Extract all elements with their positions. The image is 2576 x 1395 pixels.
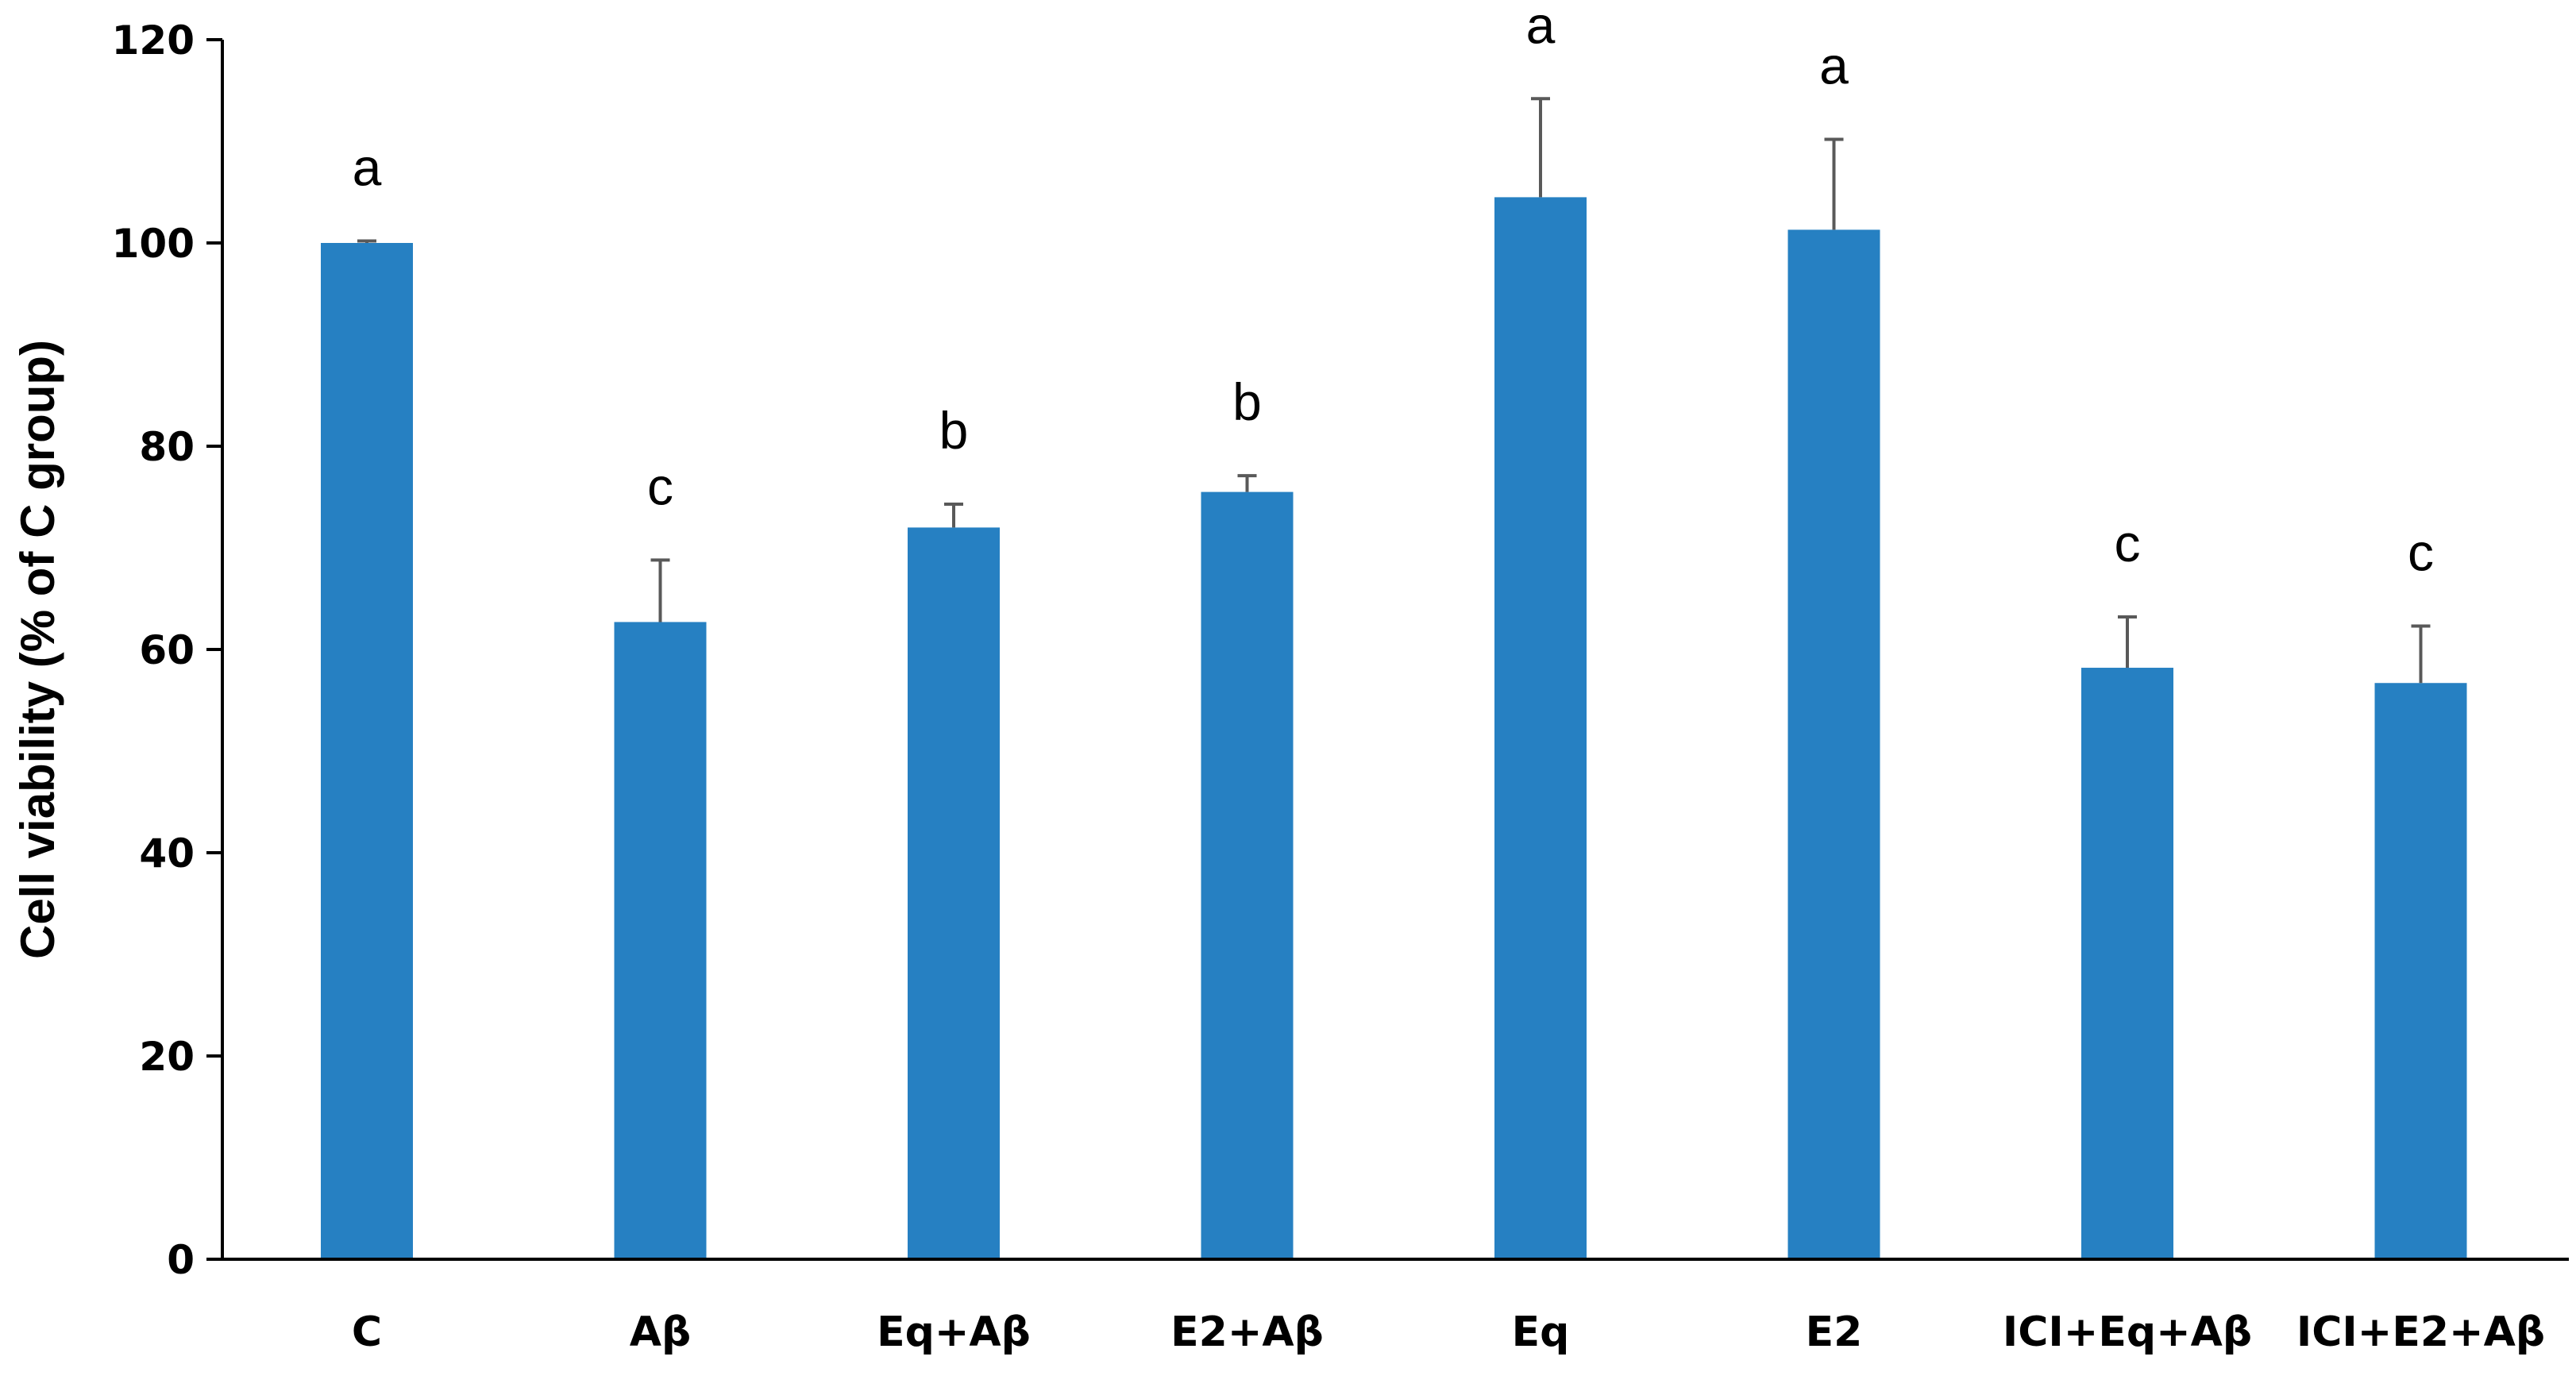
x-tick-label: Eq xyxy=(1512,1308,1570,1356)
y-axis-label: Cell viability (% of C group) xyxy=(11,340,64,959)
significance-label: b xyxy=(1232,372,1262,431)
bar xyxy=(614,622,707,1259)
y-tick-label: 40 xyxy=(139,830,195,877)
x-tick-label: E2+Aβ xyxy=(1170,1308,1324,1356)
x-tick-label: Eq+Aβ xyxy=(877,1308,1031,1356)
y-tick-label: 0 xyxy=(167,1237,195,1283)
significance-label: c xyxy=(647,457,673,515)
bar xyxy=(1494,197,1587,1259)
x-labels-group: C Aβ Eq+Aβ E2+Aβ Eq E2 ICI+Eq+Aβ ICI+E2+Aβ xyxy=(352,1308,2545,1356)
significance-label: a xyxy=(353,137,382,196)
significance-labels-group: a c b b a a c c xyxy=(353,0,2434,582)
significance-label: a xyxy=(1526,0,1556,54)
significance-label: c xyxy=(2408,523,2434,582)
bar xyxy=(2374,683,2467,1259)
significance-label: a xyxy=(1819,36,1849,94)
y-tick-label: 80 xyxy=(139,424,195,470)
axes-group xyxy=(206,40,2569,1261)
y-ticks-group: 0 20 40 60 80 100 120 xyxy=(112,17,222,1283)
x-tick-label: ICI+E2+Aβ xyxy=(2296,1308,2545,1356)
bar xyxy=(908,527,1000,1259)
significance-label: b xyxy=(939,401,969,460)
y-tick-label: 20 xyxy=(139,1034,195,1080)
y-tick-label: 120 xyxy=(112,17,195,64)
x-tick-label: Aβ xyxy=(630,1308,691,1356)
x-tick-label: ICI+Eq+Aβ xyxy=(2003,1308,2252,1356)
bar xyxy=(321,243,413,1259)
y-tick-label: 100 xyxy=(112,221,195,267)
bars-group xyxy=(321,197,2467,1259)
bar xyxy=(2081,668,2173,1259)
bar xyxy=(1201,491,1294,1259)
x-tick-label: C xyxy=(352,1308,382,1356)
bar xyxy=(1787,229,1880,1259)
significance-label: c xyxy=(2115,514,2141,572)
y-tick-label: 60 xyxy=(139,627,195,673)
error-bars-group xyxy=(357,97,2431,684)
x-tick-label: E2 xyxy=(1806,1308,1863,1356)
